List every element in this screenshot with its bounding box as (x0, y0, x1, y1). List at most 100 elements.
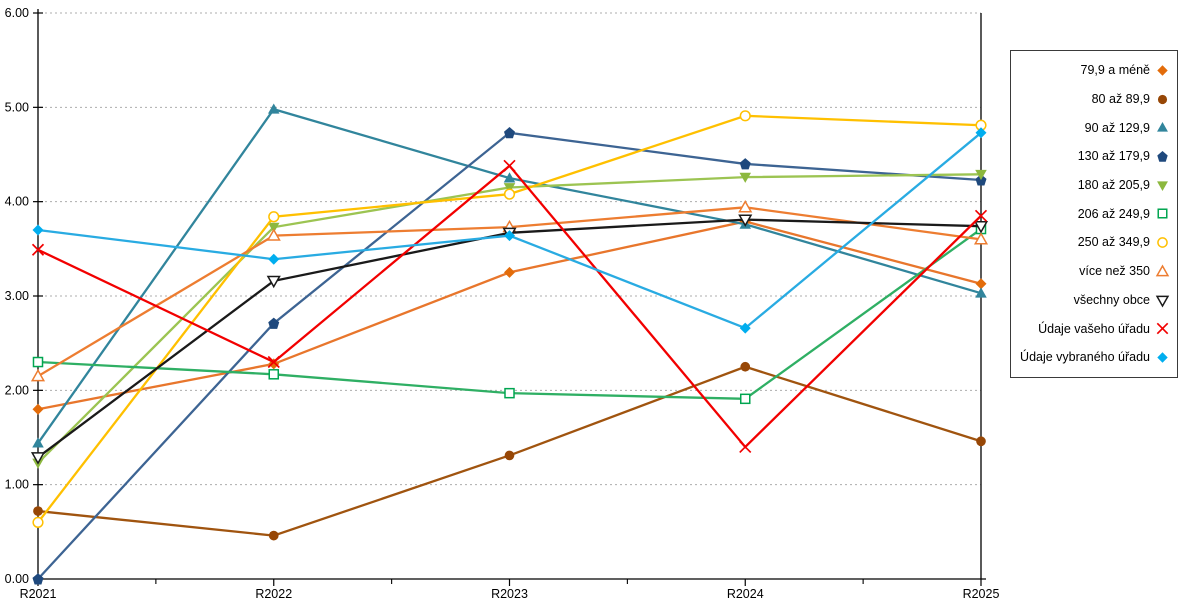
pentagon-legend-icon (1157, 151, 1168, 162)
triangle-down-marker-icon (267, 222, 280, 233)
series-line (37, 228, 982, 400)
legend-label: 79,9 a méně (1080, 63, 1151, 78)
y-tick-label: 5.00 (5, 100, 29, 114)
x-tick-label: R2023 (491, 587, 528, 600)
circle-marker-icon (504, 450, 515, 461)
legend-item-2: 80 až 89,9 (1014, 92, 1170, 107)
legend-label: 130 až 179,9 (1077, 149, 1150, 164)
triangle-down-marker-icon (1157, 181, 1168, 191)
square-legend-icon (1157, 208, 1168, 219)
triangle-up-marker-icon (1157, 122, 1168, 132)
y-tick-label: 4.00 (5, 195, 29, 209)
series-line (37, 173, 982, 464)
y-tick-label: 1.00 (5, 478, 29, 492)
legend-item-8: více než 350 (1014, 264, 1170, 279)
diamond-legend-icon (1157, 65, 1168, 76)
square-marker-icon (268, 369, 280, 380)
legend-label: 180 až 205,9 (1077, 177, 1150, 192)
diamond-marker-icon (975, 278, 987, 290)
triangle-down-marker-icon (503, 183, 516, 194)
legend-label: 80 až 89,9 (1091, 91, 1150, 106)
x-marker-icon (974, 209, 988, 222)
circle-marker-icon (739, 110, 751, 122)
y-tick-label: 2.00 (5, 383, 29, 397)
y-tick-label: 0.00 (5, 572, 29, 586)
pentagon-marker-icon (1157, 151, 1168, 162)
legend-label: všechny obce (1073, 292, 1150, 307)
legend-label: 90 až 129,9 (1084, 120, 1150, 135)
diamond-legend-icon (1157, 352, 1168, 363)
legend-item-1: 79,9 a méně (1014, 63, 1170, 78)
series-6 (32, 223, 987, 405)
triangle-down-marker-icon (973, 221, 989, 234)
x-tick-label: R2021 (20, 587, 57, 600)
x-legend-icon (1156, 323, 1169, 335)
series-3 (32, 103, 987, 448)
legend-item-4: 130 až 179,9 (1014, 149, 1170, 164)
legend-item-9: všechny obce (1014, 293, 1170, 308)
x-marker-icon (31, 243, 45, 256)
diamond-marker-icon (32, 224, 44, 236)
triangle-up-marker-icon (503, 172, 516, 183)
triangle-down-legend-icon (1157, 181, 1168, 191)
legend-item-10: Údaje vašeho úřadu (1014, 321, 1170, 336)
triangle-down-marker-icon (738, 214, 753, 227)
chart-legend: 79,9 a méně 80 až 89,9 90 až 129,9 130 až 1… (1010, 50, 1178, 378)
circle-marker-icon (268, 530, 279, 541)
triangle-up-marker-icon (738, 200, 753, 213)
legend-label: 250 až 349,9 (1077, 235, 1150, 250)
series-7 (32, 110, 987, 528)
triangle-up-marker-icon (1155, 264, 1170, 277)
diamond-marker-icon (504, 266, 515, 278)
diamond-marker-icon (504, 230, 515, 242)
series-line (37, 164, 982, 449)
triangle-up-marker-icon (30, 368, 46, 382)
x-tick-label: R2024 (727, 587, 764, 600)
square-marker-icon (32, 356, 44, 368)
pentagon-marker-icon (739, 158, 751, 170)
x-tick-label: R2022 (255, 587, 292, 600)
diamond-marker-icon (1157, 352, 1168, 363)
x-marker-icon (739, 440, 752, 454)
legend-item-11: Údaje vybraného úřadu (1014, 350, 1170, 365)
diamond-marker-icon (268, 253, 280, 265)
pentagon-marker-icon (32, 573, 44, 585)
pentagon-marker-icon (268, 317, 280, 329)
triangle-down-marker-icon (1155, 295, 1170, 308)
circle-marker-icon (1157, 94, 1168, 104)
diamond-marker-icon (739, 322, 751, 334)
square-marker-icon (1157, 208, 1168, 219)
x-marker-icon (503, 159, 516, 172)
series-2 (33, 361, 986, 541)
circle-marker-icon (1157, 237, 1168, 248)
diamond-marker-icon (32, 403, 44, 415)
diamond-marker-icon (975, 127, 987, 139)
legend-label: 206 až 249,9 (1077, 206, 1150, 221)
triangle-down-legend-icon (1155, 295, 1170, 308)
square-marker-icon (504, 387, 515, 399)
triangle-down-marker-icon (739, 172, 752, 183)
legend-label: více než 350 (1079, 264, 1150, 279)
circle-legend-icon (1157, 94, 1168, 104)
series-4 (32, 127, 987, 585)
series-8 (30, 200, 989, 382)
circle-marker-icon (268, 211, 280, 223)
triangle-up-legend-icon (1155, 264, 1170, 277)
circle-marker-icon (32, 516, 44, 528)
legend-item-7: 250 až 349,9 (1014, 235, 1170, 250)
x-marker-icon (1156, 323, 1169, 335)
triangle-down-marker-icon (975, 169, 987, 181)
x-marker-icon (267, 355, 280, 369)
circle-marker-icon (976, 436, 986, 447)
legend-label: Údaje vybraného úřadu (1020, 350, 1150, 365)
circle-marker-icon (503, 188, 516, 200)
circle-marker-icon (33, 506, 43, 516)
triangle-up-marker-icon (32, 437, 44, 448)
x-tick-label: R2025 (963, 587, 1000, 600)
triangle-up-marker-icon (266, 228, 281, 241)
diamond-marker-icon (1157, 65, 1168, 76)
y-tick-label: 6.00 (5, 6, 29, 20)
legend-item-3: 90 až 129,9 (1014, 120, 1170, 135)
legend-item-6: 206 až 249,9 (1014, 206, 1170, 221)
